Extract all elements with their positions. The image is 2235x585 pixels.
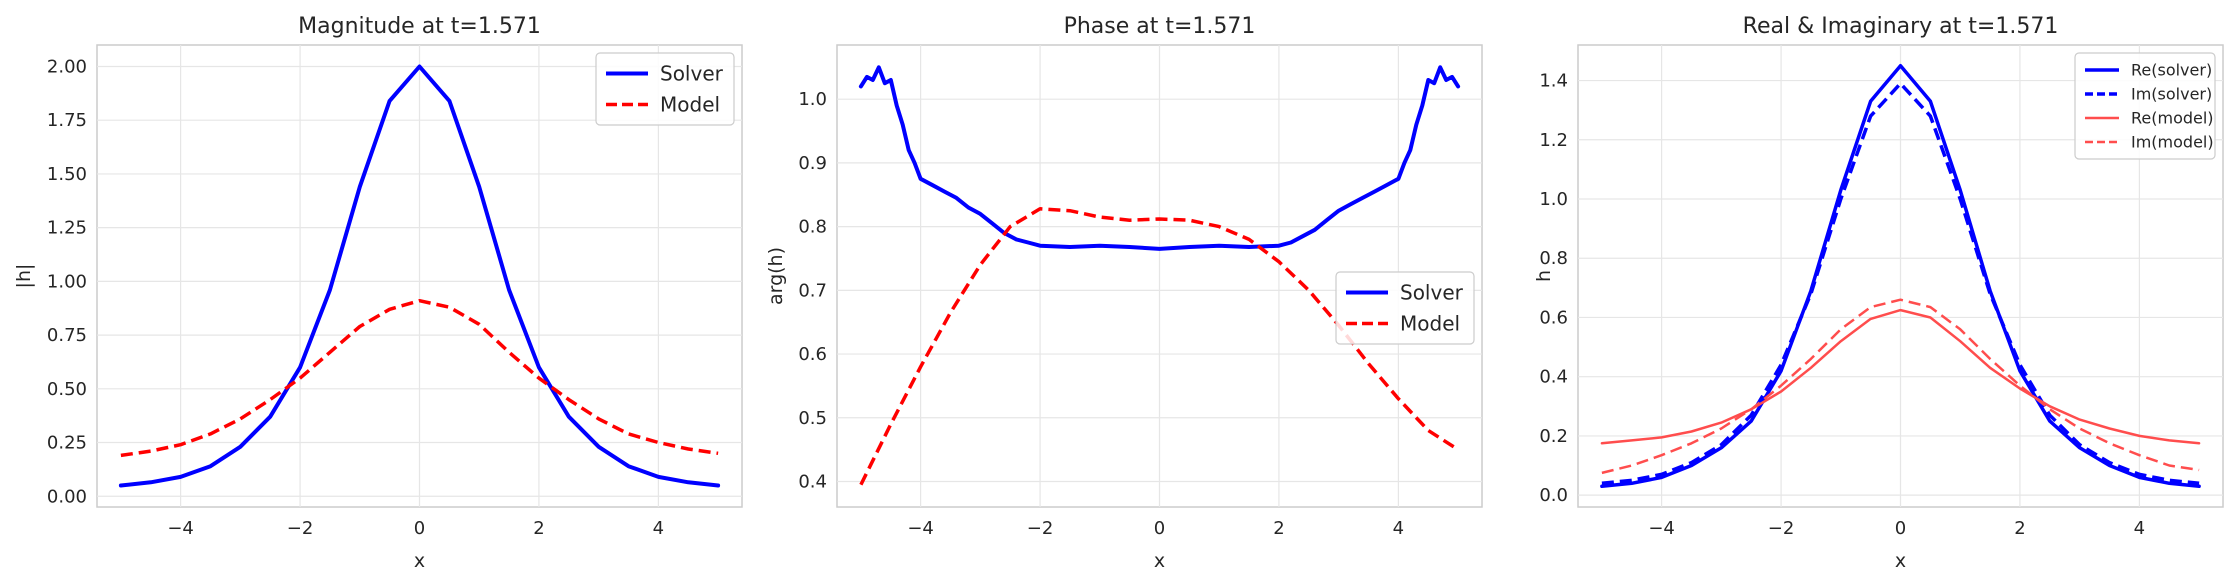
chart-title: Phase at t=1.571 xyxy=(1064,14,1256,39)
x-tick-label: 4 xyxy=(1393,518,1404,539)
x-tick-label: −2 xyxy=(1768,518,1795,539)
x-tick-labels: −4 −2 0 2 4 xyxy=(167,518,664,539)
x-axis-label: x xyxy=(1895,550,1906,572)
series-line xyxy=(858,65,1461,251)
x-tick-label: 4 xyxy=(653,518,664,539)
y-tick-label: 0.2 xyxy=(1539,426,1568,447)
x-tick-label: 2 xyxy=(1273,518,1284,539)
x-tick-label: −4 xyxy=(167,518,194,539)
grid-lines xyxy=(97,45,742,507)
series-line xyxy=(118,64,721,488)
series-lines xyxy=(118,64,721,488)
legend-label: Model xyxy=(1400,312,1460,336)
legend-label: Im(solver) xyxy=(2131,85,2212,104)
y-tick-label: 1.4 xyxy=(1539,71,1568,92)
y-tick-label: 0.5 xyxy=(798,408,827,429)
x-tick-label: 0 xyxy=(414,518,425,539)
x-tick-label: −2 xyxy=(1027,518,1054,539)
y-tick-label: 0.6 xyxy=(1539,307,1568,328)
x-tick-label: 4 xyxy=(2134,518,2145,539)
y-tick-label: 0.00 xyxy=(47,486,87,507)
y-tick-label: 1.00 xyxy=(47,271,87,292)
y-tick-labels: 0.0 0.2 0.4 0.6 0.8 1.0 1.2 1.4 xyxy=(1539,71,1568,507)
x-tick-labels: −4 −2 0 2 4 xyxy=(907,518,1404,539)
y-tick-label: 0.75 xyxy=(47,325,87,346)
y-tick-label: 2.00 xyxy=(47,56,87,77)
y-tick-label: 0.8 xyxy=(1539,248,1568,269)
y-tick-label: 1.50 xyxy=(47,164,87,185)
y-axis-label: |h| xyxy=(13,264,35,289)
series-line xyxy=(859,207,1460,486)
legend-label: Re(model) xyxy=(2131,109,2214,128)
x-tick-label: 0 xyxy=(1895,518,1906,539)
y-tick-label: 0.6 xyxy=(798,344,827,365)
y-tick-label: 0.8 xyxy=(798,217,827,238)
y-tick-labels: 0.00 0.25 0.50 0.75 1.00 1.25 1.50 1.75 2.00 xyxy=(47,56,87,507)
legend-label: Solver xyxy=(1400,281,1464,305)
x-tick-label: −4 xyxy=(907,518,934,539)
panel-phase: −4 −2 0 2 4 0.4 0.5 0.6 0.7 0.8 0.9 1.0 Phase at t… xyxy=(765,14,1483,572)
series-lines xyxy=(1600,63,2201,489)
y-axis-label: arg(h) xyxy=(765,247,787,305)
legend: Solver Model xyxy=(1335,271,1475,345)
series-line xyxy=(1600,63,2201,489)
x-axis-label: x xyxy=(414,550,425,572)
legend-label: Model xyxy=(660,93,720,117)
y-tick-label: 1.25 xyxy=(47,218,87,239)
y-axis-label: h xyxy=(1533,270,1555,282)
y-tick-label: 0.4 xyxy=(1539,367,1568,388)
y-tick-label: 0.25 xyxy=(47,433,87,454)
x-tick-label: 2 xyxy=(2014,518,2025,539)
y-tick-label: 0.9 xyxy=(798,153,827,174)
legend: Solver Model xyxy=(595,52,735,126)
y-tick-label: 0.50 xyxy=(47,379,87,400)
panel-real-imaginary: −4 −2 0 2 4 0.0 0.2 0.4 0.6 0.8 1.0 1.2 1.4 Real & … xyxy=(1533,14,2224,572)
y-tick-label: 1.75 xyxy=(47,110,87,131)
panel-magnitude: −4 −2 0 2 4 0.00 0.25 0.50 0.75 1.00 1.25 1.50 1.75… xyxy=(13,14,743,572)
chart-title: Magnitude at t=1.571 xyxy=(298,14,541,39)
y-tick-label: 1.0 xyxy=(1539,189,1568,210)
series-line xyxy=(120,298,719,458)
legend-box xyxy=(595,52,735,126)
x-tick-label: −2 xyxy=(287,518,314,539)
y-tick-label: 0.4 xyxy=(798,472,827,493)
legend-label: Re(solver) xyxy=(2131,61,2212,80)
x-tick-label: −4 xyxy=(1648,518,1675,539)
chart-title: Real & Imaginary at t=1.571 xyxy=(1743,14,2059,39)
y-tick-label: 1.2 xyxy=(1539,130,1568,151)
legend-label: Solver xyxy=(660,62,724,86)
legend-box xyxy=(1335,271,1475,345)
series-line xyxy=(1601,298,2200,475)
y-tick-label: 0.0 xyxy=(1539,485,1568,506)
series-line xyxy=(1600,308,2201,445)
legend-box xyxy=(2074,52,2216,160)
x-tick-label: 2 xyxy=(533,518,544,539)
x-tick-label: 0 xyxy=(1154,518,1165,539)
legend-label: Im(model) xyxy=(2131,133,2214,152)
y-tick-label: 0.7 xyxy=(798,280,827,301)
series-lines xyxy=(858,65,1461,486)
x-axis-label: x xyxy=(1154,550,1165,572)
y-tick-label: 1.0 xyxy=(798,89,827,110)
x-tick-labels: −4 −2 0 2 4 xyxy=(1648,518,2145,539)
y-tick-labels: 0.4 0.5 0.6 0.7 0.8 0.9 1.0 xyxy=(798,89,827,492)
legend: Re(solver) Im(solver) Re(model) Im(model) xyxy=(2074,52,2216,160)
